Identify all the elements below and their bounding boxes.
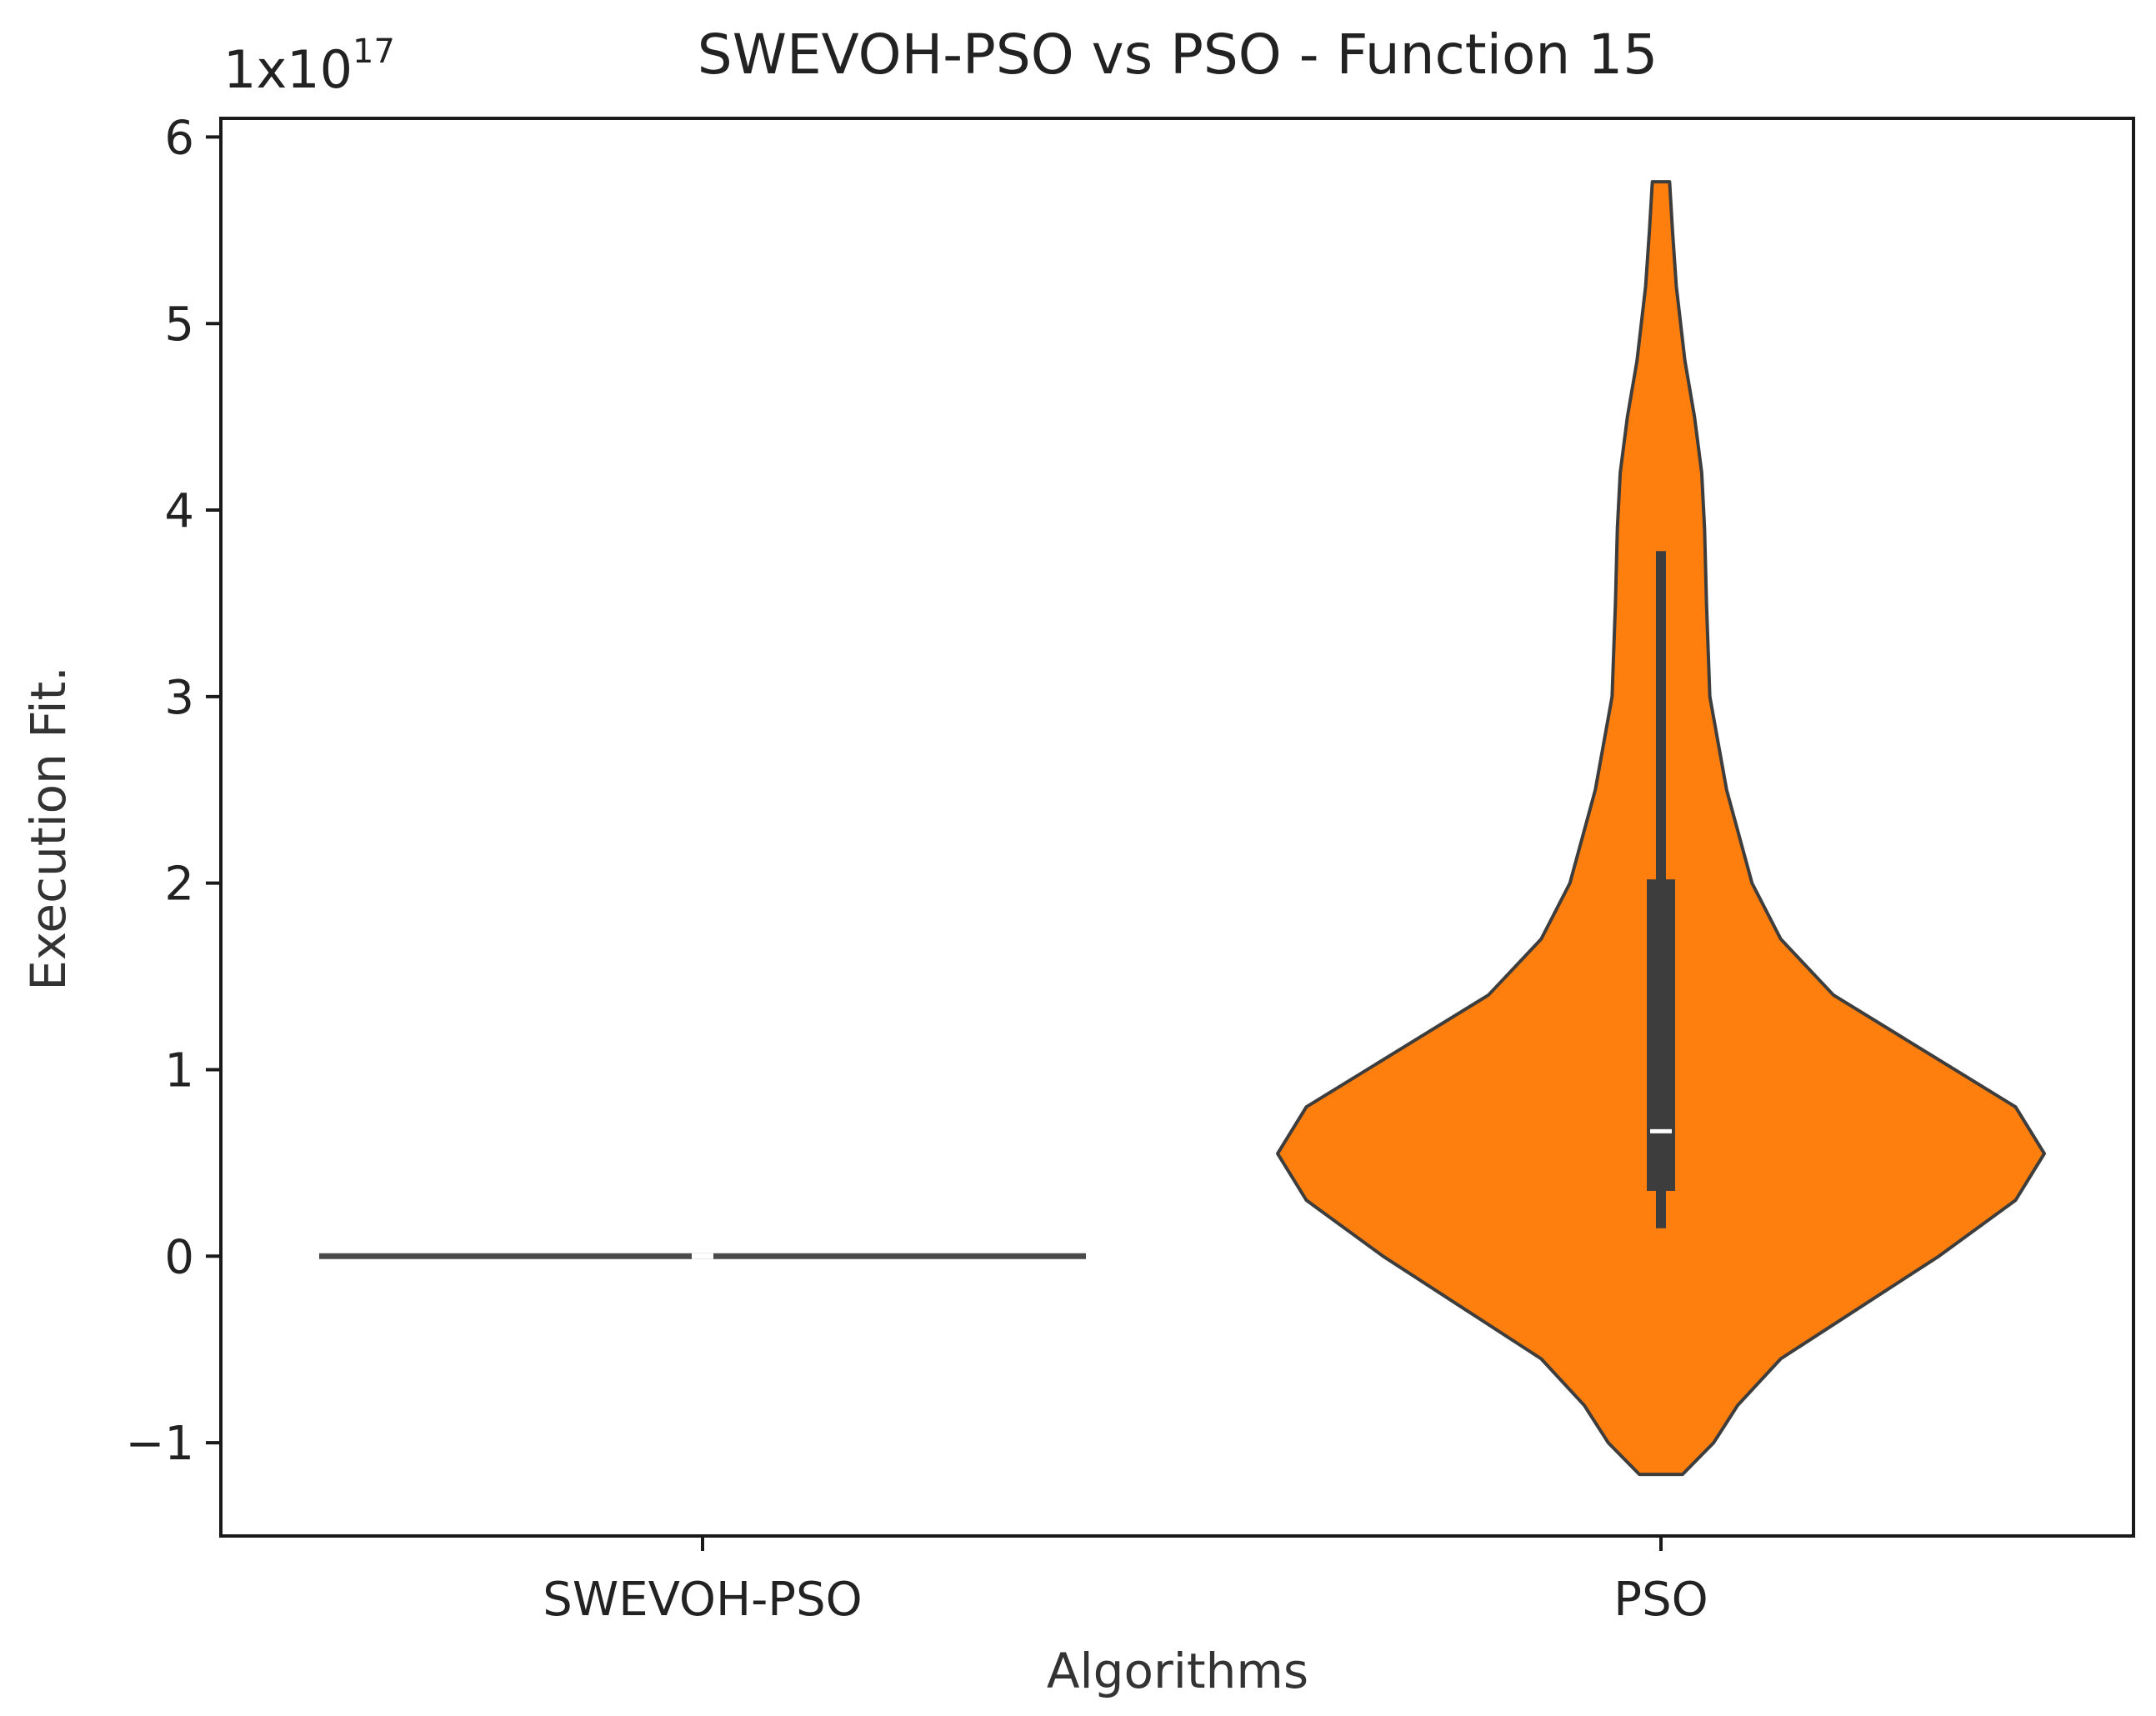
y-tick-label: 4 <box>164 484 194 538</box>
y-axis-label: Execution Fit. <box>20 666 77 991</box>
boxes-layer <box>692 551 1675 1259</box>
y-tick-label: 6 <box>164 111 194 165</box>
y-axis-multiplier: 1x1017 <box>223 33 395 100</box>
iqr-box <box>1647 879 1675 1191</box>
y-multiplier-base: 1x10 <box>223 39 353 100</box>
y-axis: −1 0 1 2 3 4 5 6 <box>125 111 221 1471</box>
x-tick-label: PSO <box>1613 1573 1708 1627</box>
y-tick-label: 2 <box>164 858 194 912</box>
violins-layer <box>319 180 2046 1477</box>
y-tick-label: 5 <box>164 298 194 352</box>
plot-frame <box>219 117 2135 1538</box>
y-multiplier-exponent: 17 <box>353 33 395 71</box>
y-tick-label: 3 <box>164 671 194 725</box>
x-tick-label: SWEVOH-PSO <box>543 1573 862 1627</box>
chart-title: SWEVOH-PSO vs PSO - Function 15 <box>698 23 1658 87</box>
x-axis: SWEVOH-PSO PSO <box>543 1536 1708 1627</box>
y-tick-label: 0 <box>164 1230 194 1284</box>
x-axis-label: Algorithms <box>1047 1643 1308 1699</box>
y-tick-label: −1 <box>125 1417 194 1471</box>
y-tick-label: 1 <box>164 1043 194 1098</box>
